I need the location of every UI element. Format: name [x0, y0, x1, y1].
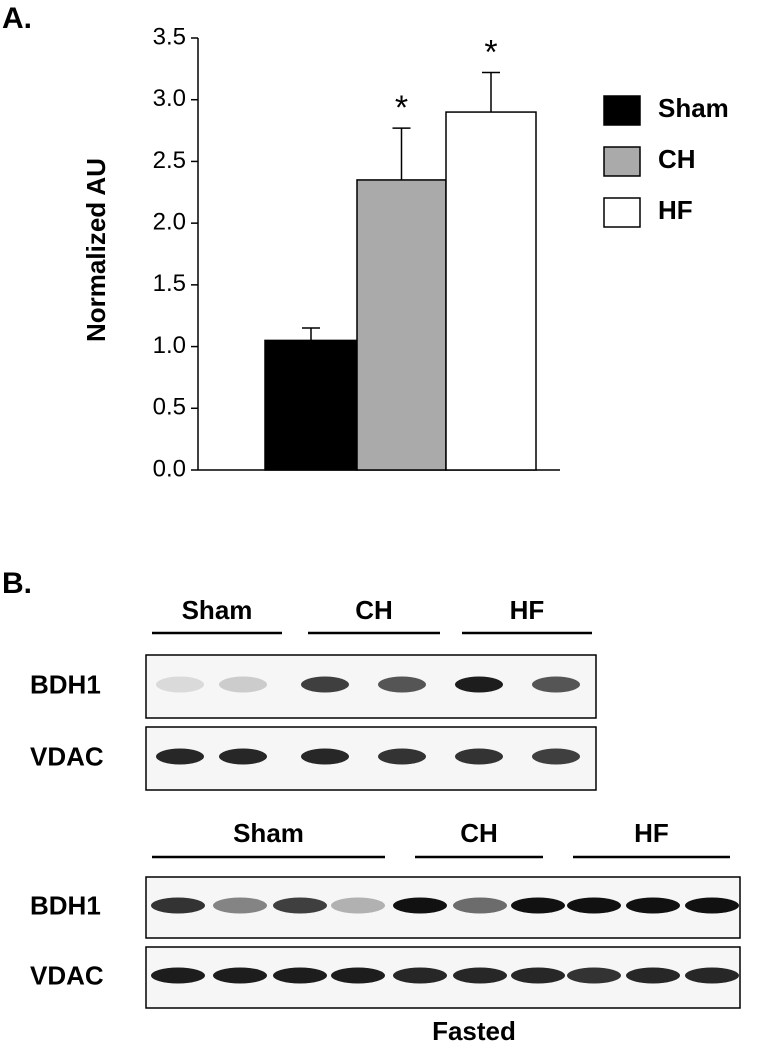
band [219, 676, 267, 693]
band [301, 676, 349, 693]
band [378, 676, 426, 693]
group-label: Sham [182, 595, 253, 625]
band [156, 748, 204, 765]
blot-frame [145, 726, 597, 791]
row-label: BDH1 [30, 669, 101, 699]
band [453, 967, 507, 984]
row-label: BDH1 [30, 890, 101, 920]
panel-label: A. [2, 2, 32, 35]
panel-label: B. [2, 567, 32, 600]
blot-caption: Fasted [432, 1016, 516, 1046]
legend-label: Sham [658, 93, 729, 123]
group-label: HF [510, 595, 545, 625]
y-tick-label: 3.5 [153, 23, 186, 50]
group-label: Sham [233, 818, 304, 848]
band [273, 967, 327, 984]
legend-label: HF [658, 195, 693, 225]
y-tick-label: 0.0 [153, 455, 186, 482]
band [213, 897, 267, 914]
band [685, 967, 739, 984]
legend-label: CH [658, 144, 696, 174]
band [378, 748, 426, 765]
group-label: CH [355, 595, 393, 625]
band [511, 967, 565, 984]
row-label: VDAC [30, 960, 104, 990]
band [455, 748, 503, 765]
band [273, 897, 327, 914]
band [393, 897, 447, 914]
error-bar [482, 71, 500, 113]
band [151, 967, 205, 984]
blot-frame [145, 654, 597, 719]
band [455, 676, 503, 693]
band [301, 748, 349, 765]
group-label: CH [460, 818, 498, 848]
bar [264, 339, 358, 471]
legend-swatch [603, 95, 641, 126]
y-axis-label: Normalized AU [81, 158, 111, 342]
band [331, 897, 385, 914]
band [151, 897, 205, 914]
y-tick-label: 0.5 [153, 394, 186, 421]
band [685, 897, 739, 914]
y-tick-label: 2.0 [153, 208, 186, 235]
band [213, 967, 267, 984]
band [532, 676, 580, 693]
significance-marker: * [484, 34, 497, 72]
band [393, 967, 447, 984]
band [156, 676, 204, 693]
band [567, 897, 621, 914]
error-bar [302, 327, 320, 341]
group-label: HF [634, 818, 669, 848]
y-tick-label: 2.5 [153, 147, 186, 174]
error-bar [392, 127, 411, 180]
band [511, 897, 565, 914]
significance-marker: * [395, 89, 408, 127]
band [219, 748, 267, 765]
band [532, 748, 580, 765]
legend-swatch [603, 146, 641, 177]
bar [445, 111, 537, 471]
y-tick-label: 3.0 [153, 85, 186, 112]
band [567, 967, 621, 984]
row-label: VDAC [30, 741, 104, 771]
band [626, 967, 680, 984]
y-tick-label: 1.0 [153, 332, 186, 359]
band [331, 967, 385, 984]
legend-swatch [603, 197, 641, 228]
band [626, 897, 680, 914]
band [453, 897, 507, 914]
y-tick-label: 1.5 [153, 270, 186, 297]
bar [356, 179, 447, 471]
